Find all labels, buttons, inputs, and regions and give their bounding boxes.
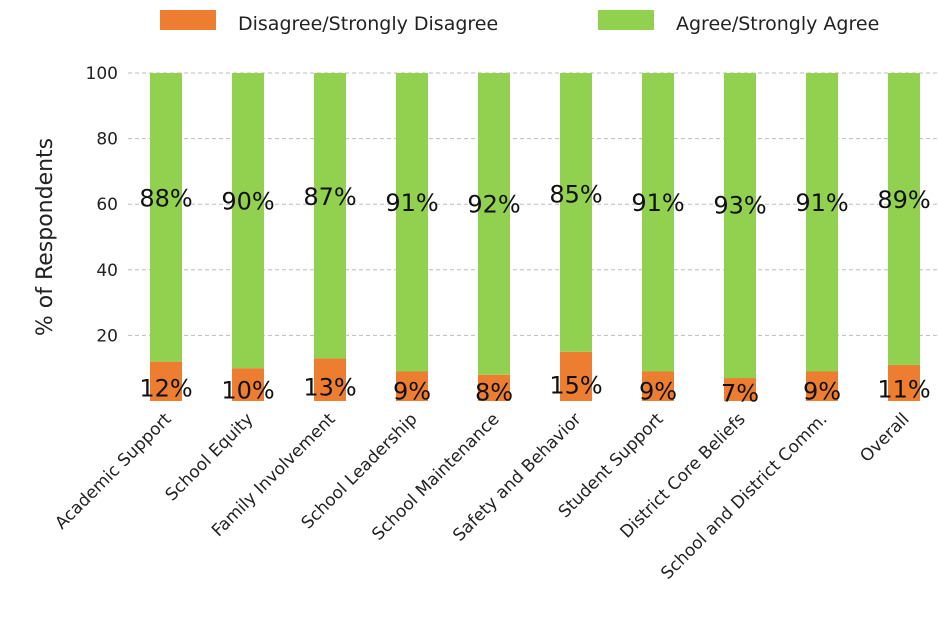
data-label-agree: 93% <box>713 192 766 220</box>
x-tick-label: Academic Support <box>51 409 175 533</box>
data-label-agree: 88% <box>139 185 192 213</box>
bar-disagree <box>888 364 920 401</box>
bar-disagree <box>232 368 264 401</box>
data-label-agree: 87% <box>303 183 356 211</box>
x-tick-label: Overall <box>856 409 913 466</box>
data-label-agree: 90% <box>221 187 274 215</box>
bar-agree <box>478 73 510 375</box>
x-tick-label: School and District Comm. <box>657 409 831 583</box>
bar-agree <box>560 73 592 352</box>
bar-disagree <box>806 371 838 401</box>
y-tick-label: 40 <box>96 261 118 281</box>
bar-agree <box>150 73 182 362</box>
data-label-agree: 85% <box>549 180 602 208</box>
data-label-disagree: 11% <box>877 375 930 403</box>
legend-label: Disagree/Strongly Disagree <box>238 13 498 35</box>
legend-swatch <box>160 10 216 30</box>
y-tick-label: 20 <box>96 326 118 346</box>
data-label-agree: 91% <box>631 189 684 217</box>
bar-agree <box>232 73 264 369</box>
bar-agree <box>806 73 838 372</box>
bar-disagree <box>150 361 182 401</box>
data-label-agree: 92% <box>467 190 520 218</box>
bar-agree <box>314 73 346 359</box>
data-label-disagree: 15% <box>549 371 602 399</box>
y-axis-title: % of Respondents <box>33 138 58 336</box>
bar-disagree <box>478 374 510 401</box>
y-tick-label: 80 <box>96 130 118 150</box>
bar-disagree <box>724 378 756 401</box>
legend-label: Agree/Strongly Agree <box>676 13 879 35</box>
bar-agree <box>642 73 674 372</box>
data-label-agree: 89% <box>877 186 930 214</box>
data-label-agree: 91% <box>385 189 438 217</box>
y-tick-label: 60 <box>96 195 118 215</box>
y-axis: 20 40 60 80 100 <box>86 64 118 346</box>
bar-agree <box>724 73 756 379</box>
legend-swatch <box>598 10 654 30</box>
bar-disagree <box>396 371 428 401</box>
bar-disagree <box>560 351 592 401</box>
bar-disagree <box>314 358 346 401</box>
data-labels: 88% 12% 90% 10% 87% 13% 91% 9% 92% 8% 85% 15% 91% 9% 9… <box>139 180 930 407</box>
data-label-agree: 91% <box>795 189 848 217</box>
data-label-disagree: 12% <box>139 374 192 402</box>
data-label-disagree: 7% <box>721 380 759 408</box>
data-label-disagree: 10% <box>221 377 274 405</box>
data-label-disagree: 13% <box>303 373 356 401</box>
data-label-disagree: 9% <box>393 378 431 406</box>
y-tick-label: 100 <box>86 64 118 84</box>
bar-agree <box>888 73 920 365</box>
data-label-disagree: 8% <box>475 379 513 407</box>
bar-agree <box>396 73 428 372</box>
legend: Disagree/Strongly Disagree Agree/Strongly… <box>160 10 879 35</box>
data-label-disagree: 9% <box>639 378 677 406</box>
bar-disagree <box>642 371 674 401</box>
data-label-disagree: 9% <box>803 378 841 406</box>
bars <box>150 73 920 401</box>
